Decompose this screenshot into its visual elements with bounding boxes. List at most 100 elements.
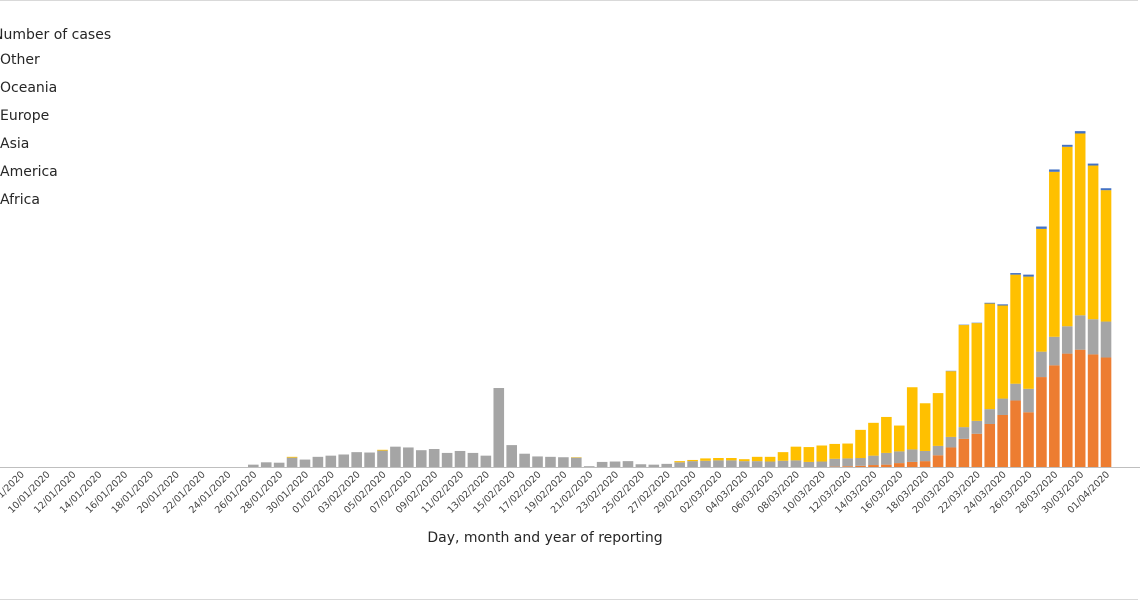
bar-segment-america-20-03-2020 (945, 447, 957, 467)
bar-segment-asia-17-02-2020 (532, 456, 543, 467)
bar-segment-asia-21-03-2020 (958, 427, 970, 439)
bar-segment-europe-10-03-2020 (816, 445, 828, 462)
bar-segment-europe-29-01-2020 (286, 456, 298, 458)
bar-segment-asia-16-02-2020 (519, 453, 530, 467)
bar-segment-asia-22-02-2020 (596, 461, 608, 467)
bar-segment-europe-21-03-2020 (958, 325, 970, 428)
bar-segment-asia-05-03-2020 (751, 461, 763, 467)
bar-segment-europe-04-03-2020 (738, 459, 750, 462)
bar-segment-asia-13-02-2020 (480, 455, 492, 467)
bar-segment-america-25-03-2020 (1010, 400, 1021, 467)
bar-segment-america-19-03-2020 (932, 455, 944, 467)
bar-segment-asia-01-03-2020 (700, 460, 711, 467)
bar-segment-europe-19-03-2020 (932, 393, 944, 446)
bar-segment-asia-14-02-2020 (493, 388, 505, 467)
bar-segment-asia-06-03-2020 (764, 461, 776, 467)
bar-segment-europe-27-03-2020 (1036, 228, 1047, 352)
bar-segment-oceania-01-04-2020 (1100, 188, 1112, 191)
bar-segment-asia-10-02-2020 (441, 452, 453, 467)
bar-segment-asia-11-03-2020 (829, 458, 840, 467)
bar-segment-asia-10-03-2020 (816, 461, 828, 467)
bar-segment-asia-09-03-2020 (803, 461, 815, 467)
bar-segment-europe-16-03-2020 (894, 425, 905, 452)
bar-segment-america-24-03-2020 (997, 415, 1008, 467)
bar-segment-america-15-03-2020 (881, 464, 892, 467)
bar-segment-europe-11-03-2020 (829, 443, 840, 459)
legend-item-america: America (0, 164, 58, 180)
bar-segment-europe-13-03-2020 (855, 429, 866, 459)
bar-segment-america-30-03-2020 (1074, 349, 1086, 467)
bar-segment-asia-06-02-2020 (390, 446, 401, 467)
bar-segment-europe-28-02-2020 (674, 461, 685, 463)
bar-segment-oceania-30-03-2020 (1074, 131, 1086, 134)
bar-segment-america-29-03-2020 (1061, 353, 1073, 467)
bar-segment-europe-09-03-2020 (803, 447, 815, 462)
bar-segment-europe-25-03-2020 (1010, 274, 1021, 384)
bar-segment-asia-02-02-2020 (338, 454, 350, 467)
bar-segment-asia-03-03-2020 (726, 460, 737, 467)
bar-segment-america-31-03-2020 (1087, 354, 1099, 467)
bar-segment-europe-31-03-2020 (1087, 165, 1099, 320)
bar-segment-asia-29-03-2020 (1061, 326, 1073, 354)
bar-segment-asia-25-02-2020 (635, 464, 647, 467)
bar-segment-asia-28-03-2020 (1049, 336, 1060, 366)
bar-segment-asia-24-02-2020 (622, 461, 634, 467)
bar-segment-asia-04-02-2020 (364, 452, 375, 467)
bar-segment-asia-28-02-2020 (674, 462, 685, 467)
bar-segment-europe-05-02-2020 (377, 449, 388, 451)
bar-segment-asia-11-02-2020 (454, 450, 466, 467)
bar-segment-asia-21-02-2020 (583, 466, 595, 467)
bar-segment-asia-20-02-2020 (571, 457, 582, 467)
bar-segment-europe-12-03-2020 (842, 443, 853, 459)
bar-segment-asia-29-02-2020 (687, 461, 698, 467)
bar-segment-europe-05-03-2020 (751, 456, 763, 462)
bar-segment-asia-26-02-2020 (648, 464, 660, 467)
bar-segment-asia-20-03-2020 (945, 436, 957, 448)
bar-segment-europe-30-03-2020 (1074, 133, 1086, 316)
bar-segment-america-12-03-2020 (842, 466, 853, 467)
bar-segment-america-17-03-2020 (906, 461, 918, 467)
bar-segment-europe-26-03-2020 (1023, 276, 1034, 389)
bar-segment-asia-03-02-2020 (351, 452, 362, 467)
bar-segment-asia-07-02-2020 (403, 447, 414, 467)
bar-segment-asia-22-03-2020 (971, 420, 983, 434)
bar-segment-europe-14-03-2020 (868, 422, 879, 456)
legend: Number of cases Other Oceania Europe Asi… (0, 24, 111, 214)
bar-segment-europe-24-03-2020 (997, 305, 1008, 399)
bar-segment-europe-06-03-2020 (764, 456, 776, 462)
bar-segment-asia-01-04-2020 (1100, 321, 1112, 358)
bar-segment-oceania-24-03-2020 (997, 304, 1008, 306)
bar-segment-europe-01-03-2020 (700, 458, 711, 461)
bar-segment-asia-23-02-2020 (609, 461, 621, 467)
bar-segment-europe-15-03-2020 (881, 416, 892, 453)
bar-segment-asia-17-03-2020 (906, 449, 918, 462)
bar-segment-europe-01-04-2020 (1100, 190, 1112, 322)
bar-segment-asia-24-03-2020 (997, 398, 1008, 415)
bar-segment-europe-18-03-2020 (919, 403, 931, 451)
bar-segment-asia-26-03-2020 (1023, 388, 1034, 413)
legend-item-europe: Europe (0, 108, 50, 124)
bar-segment-america-14-03-2020 (868, 465, 879, 468)
bar-segment-oceania-28-03-2020 (1049, 169, 1060, 172)
bar-segment-asia-28-01-2020 (273, 462, 285, 467)
bar-segment-oceania-29-03-2020 (1061, 144, 1073, 147)
bar-segment-europe-17-03-2020 (906, 387, 918, 450)
bar-segment-oceania-26-03-2020 (1023, 274, 1034, 277)
bar-segment-asia-16-03-2020 (894, 451, 905, 464)
bar-segment-asia-12-03-2020 (842, 458, 853, 467)
bar-segment-asia-27-03-2020 (1036, 351, 1047, 378)
bar-segment-europe-02-03-2020 (713, 458, 724, 461)
bar-segment-europe-28-03-2020 (1049, 171, 1060, 337)
bar-segment-asia-15-02-2020 (506, 445, 517, 467)
bar-segment-asia-12-02-2020 (467, 452, 479, 467)
legend-item-africa: Africa (0, 192, 40, 208)
bar-segment-asia-26-01-2020 (248, 464, 259, 467)
bar-segment-asia-30-03-2020 (1074, 315, 1086, 350)
bar-segment-asia-04-03-2020 (738, 461, 750, 467)
bar-segment-europe-23-03-2020 (984, 303, 996, 410)
bar-segment-asia-05-02-2020 (377, 450, 388, 467)
bar-segment-oceania-25-03-2020 (1010, 273, 1021, 275)
bar-segment-america-01-04-2020 (1100, 357, 1112, 467)
bar-segment-oceania-23-03-2020 (984, 302, 996, 304)
bar-segment-oceania-31-03-2020 (1087, 163, 1099, 166)
